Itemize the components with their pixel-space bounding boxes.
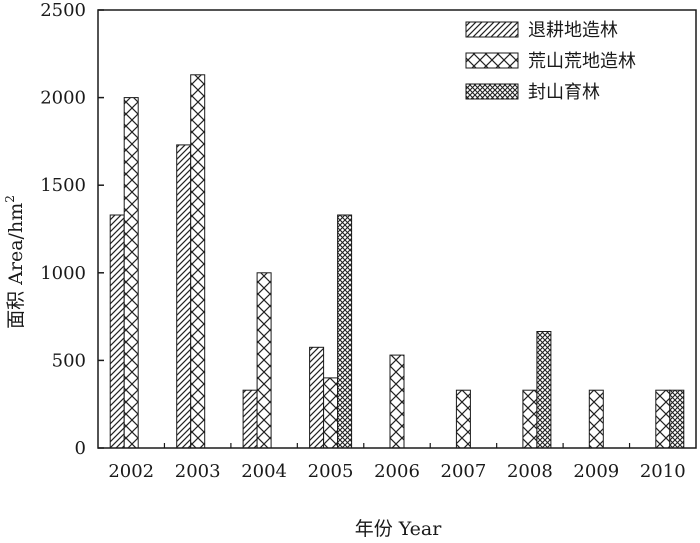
legend-label: 封山育林 <box>528 82 600 103</box>
y-axis-title-superscript: 2 <box>3 195 17 203</box>
x-tick-label: 2003 <box>175 461 221 482</box>
plot-frame <box>97 9 697 449</box>
x-tick-label: 2006 <box>374 461 420 482</box>
bar-2006-series-2 <box>389 354 405 449</box>
bar-2008-series-3 <box>536 331 552 449</box>
y-axis-title-main: 面积 Area/hm <box>5 203 27 329</box>
x-tick-label: 2005 <box>308 461 354 482</box>
x-tick-label: 2009 <box>573 461 619 482</box>
bar-2002-series-1 <box>109 214 125 449</box>
x-tick-label: 2010 <box>640 461 686 482</box>
x-tick-label: 2008 <box>507 461 553 482</box>
y-tick-label: 2000 <box>40 88 86 109</box>
bar-2010-series-3 <box>669 389 685 449</box>
legend-label: 退耕地造林 <box>528 20 618 41</box>
y-tick-label: 1500 <box>40 175 86 196</box>
bar-2008-series-2 <box>522 389 538 449</box>
legend-label: 荒山荒地造林 <box>528 51 636 72</box>
bar-2004-series-2 <box>256 272 272 449</box>
y-tick-label: 2500 <box>40 0 86 21</box>
legend-swatch <box>465 83 519 100</box>
x-axis-title: 年份 Year <box>355 518 443 540</box>
bar-2004-series-1 <box>242 389 258 449</box>
y-tick-label: 1000 <box>40 263 86 284</box>
bar-2003-series-2 <box>190 74 206 449</box>
bar-2003-series-1 <box>176 144 192 449</box>
y-axis-title: 面积 Area/hm2 <box>3 195 27 329</box>
bar-2007-series-2 <box>455 389 471 449</box>
bar-2005-series-3 <box>337 214 353 449</box>
bars-layer <box>109 74 685 449</box>
x-tick-label: 2004 <box>241 461 287 482</box>
y-axis: 0 500 1000 1500 2000 2500 <box>40 0 104 459</box>
bar-2005-series-2 <box>323 377 339 449</box>
y-tick-label: 500 <box>52 350 86 371</box>
x-tick-label: 2007 <box>441 461 487 482</box>
bar-2005-series-1 <box>309 346 325 449</box>
x-axis: 2002 2003 2004 2005 2006 2007 2008 2009 2010 <box>108 443 686 482</box>
legend-swatch <box>465 52 519 69</box>
bar-2002-series-2 <box>123 97 139 449</box>
y-tick-label: 0 <box>75 438 86 459</box>
bar-2009-series-2 <box>588 389 604 449</box>
bar-2010-series-2 <box>655 389 671 449</box>
x-tick-label: 2002 <box>108 461 154 482</box>
legend-swatch <box>465 21 519 38</box>
